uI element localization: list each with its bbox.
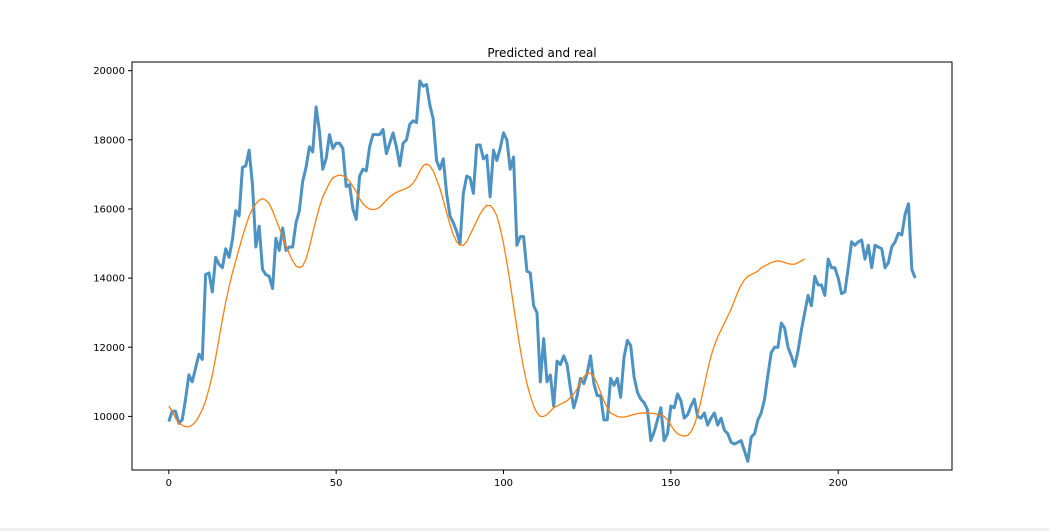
- x-tick-label: 100: [494, 478, 513, 489]
- x-tick-label: 50: [330, 478, 343, 489]
- y-tick-label: 18000: [93, 135, 125, 146]
- y-axis: 10000 12000 14000 16000 18000 20000: [93, 66, 132, 423]
- plot-area-frame: [131, 61, 953, 471]
- y-tick-label: 14000: [93, 274, 125, 285]
- y-tick-label: 20000: [93, 66, 125, 77]
- y-tick-label: 10000: [93, 412, 125, 423]
- chart-title: Predicted and real: [487, 46, 596, 60]
- x-tick-label: 150: [661, 478, 680, 489]
- series-line-predicted: [168, 163, 806, 437]
- series-line-real: [167, 79, 917, 463]
- x-tick-label: 0: [166, 478, 172, 489]
- y-tick-label: 12000: [93, 343, 125, 354]
- series-layer: [167, 79, 917, 463]
- x-tick-label: 200: [829, 478, 848, 489]
- y-tick-label: 16000: [93, 204, 125, 215]
- x-axis: 0 50 100 150 200: [166, 470, 848, 489]
- series-predicted: [168, 163, 806, 437]
- window-bottom-bar: [0, 528, 1049, 531]
- series-real: [167, 79, 917, 463]
